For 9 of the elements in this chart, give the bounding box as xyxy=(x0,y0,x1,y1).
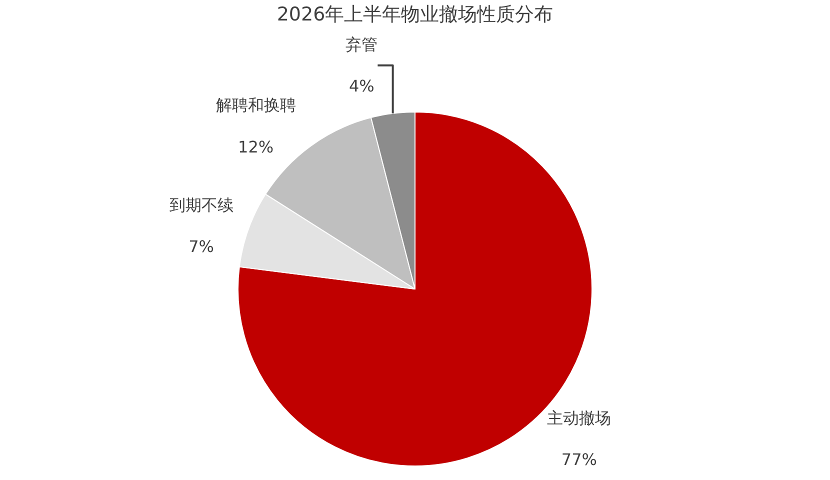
data-label: 7% xyxy=(188,236,214,256)
slice-label: 解聘和换聘 xyxy=(216,96,296,115)
data-label: 4% xyxy=(348,76,374,96)
chart-title: 2026年上半年物业撤场性质分布 xyxy=(276,4,554,26)
slice-label: 主动撤场 xyxy=(547,408,612,428)
data-label: 77% xyxy=(561,450,597,470)
slice-label: 到期不续 xyxy=(169,195,234,214)
data-label: 12% xyxy=(238,137,274,156)
slice-label: 弃管 xyxy=(346,35,378,54)
